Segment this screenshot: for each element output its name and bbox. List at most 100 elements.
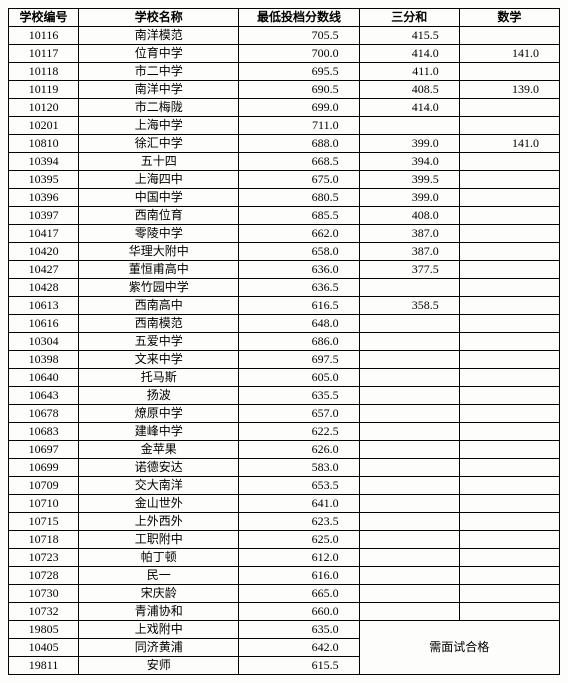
table-row: 10640托马斯605.0 <box>9 369 560 387</box>
cell-min-score: 626.0 <box>239 441 359 459</box>
cell-school-name: 同济黄浦 <box>79 639 239 657</box>
cell-three-sum: 411.0 <box>359 63 459 81</box>
table-row: 10396中国中学680.5399.0 <box>9 189 560 207</box>
cell-school-name: 市二中学 <box>79 63 239 81</box>
cell-math <box>459 441 559 459</box>
cell-school-id: 10683 <box>9 423 79 441</box>
table-row: 10398文来中学697.5 <box>9 351 560 369</box>
cell-school-id: 10304 <box>9 333 79 351</box>
cell-school-name: 扬波 <box>79 387 239 405</box>
cell-school-name: 中国中学 <box>79 189 239 207</box>
table-row: 10397西南位育685.5408.0 <box>9 207 560 225</box>
cell-min-score: 623.5 <box>239 513 359 531</box>
cell-three-sum <box>359 477 459 495</box>
cell-min-score: 688.0 <box>239 135 359 153</box>
cell-three-sum: 415.5 <box>359 27 459 45</box>
cell-three-sum <box>359 387 459 405</box>
table-row: 10120市二梅陇699.0414.0 <box>9 99 560 117</box>
table-row: 10119南洋中学690.5408.5139.0 <box>9 81 560 99</box>
cell-school-id: 10118 <box>9 63 79 81</box>
cell-math <box>459 585 559 603</box>
cell-math <box>459 207 559 225</box>
cell-math <box>459 225 559 243</box>
cell-school-name: 南洋模范 <box>79 27 239 45</box>
cell-math <box>459 423 559 441</box>
cell-min-score: 690.5 <box>239 81 359 99</box>
cell-school-name: 金苹果 <box>79 441 239 459</box>
cell-school-id: 10718 <box>9 531 79 549</box>
cell-school-id: 10613 <box>9 297 79 315</box>
cell-school-name: 民一 <box>79 567 239 585</box>
cell-math <box>459 117 559 135</box>
table-row: 10117位育中学700.0414.0141.0 <box>9 45 560 63</box>
cell-school-id: 10420 <box>9 243 79 261</box>
cell-school-name: 董恒甫高中 <box>79 261 239 279</box>
cell-school-name: 工职附中 <box>79 531 239 549</box>
table-row: 10428紫竹园中学636.5 <box>9 279 560 297</box>
table-row: 10710金山世外641.0 <box>9 495 560 513</box>
cell-three-sum <box>359 513 459 531</box>
cell-school-id: 10699 <box>9 459 79 477</box>
cell-school-id: 10710 <box>9 495 79 513</box>
cell-school-id: 10709 <box>9 477 79 495</box>
cell-school-name: 西南模范 <box>79 315 239 333</box>
cell-min-score: 697.5 <box>239 351 359 369</box>
cell-three-sum: 377.5 <box>359 261 459 279</box>
table-row: 10118市二中学695.5411.0 <box>9 63 560 81</box>
cell-min-score: 680.5 <box>239 189 359 207</box>
cell-school-name: 宋庆龄 <box>79 585 239 603</box>
cell-math <box>459 171 559 189</box>
cell-school-id: 10397 <box>9 207 79 225</box>
cell-math <box>459 297 559 315</box>
cell-school-name: 五十四 <box>79 153 239 171</box>
cell-math: 141.0 <box>459 135 559 153</box>
cell-school-id: 10119 <box>9 81 79 99</box>
cell-math <box>459 279 559 297</box>
cell-school-name: 市二梅陇 <box>79 99 239 117</box>
cell-min-score: 642.0 <box>239 639 359 657</box>
header-math: 数学 <box>459 9 559 27</box>
cell-school-name: 上海中学 <box>79 117 239 135</box>
table-row: 10613西南高中616.5358.5 <box>9 297 560 315</box>
cell-school-id: 10732 <box>9 603 79 621</box>
cell-min-score: 625.0 <box>239 531 359 549</box>
cell-school-id: 10730 <box>9 585 79 603</box>
table-row: 10723帕丁顿612.0 <box>9 549 560 567</box>
cell-school-name: 五爱中学 <box>79 333 239 351</box>
cell-school-name: 华理大附中 <box>79 243 239 261</box>
cell-min-score: 653.5 <box>239 477 359 495</box>
cell-min-score: 700.0 <box>239 45 359 63</box>
cell-math <box>459 369 559 387</box>
cell-min-score: 705.5 <box>239 27 359 45</box>
cell-school-id: 10616 <box>9 315 79 333</box>
cell-school-id: 10398 <box>9 351 79 369</box>
cell-school-name: 青浦协和 <box>79 603 239 621</box>
cell-school-id: 10678 <box>9 405 79 423</box>
table-row: 10715上外西外623.5 <box>9 513 560 531</box>
cell-math <box>459 99 559 117</box>
cell-math <box>459 27 559 45</box>
cell-school-name: 建峰中学 <box>79 423 239 441</box>
cell-min-score: 635.5 <box>239 387 359 405</box>
cell-school-id: 10396 <box>9 189 79 207</box>
cell-school-id: 10427 <box>9 261 79 279</box>
cell-min-score: 660.0 <box>239 603 359 621</box>
table-row: 10427董恒甫高中636.0377.5 <box>9 261 560 279</box>
cell-math <box>459 261 559 279</box>
table-row: 10116南洋模范705.5415.5 <box>9 27 560 45</box>
cell-school-id: 10117 <box>9 45 79 63</box>
cell-min-score: 657.0 <box>239 405 359 423</box>
cell-min-score: 711.0 <box>239 117 359 135</box>
admission-score-table: 学校编号 学校名称 最低投档分数线 三分和 数学 10116南洋模范705.54… <box>8 8 560 675</box>
cell-three-sum <box>359 351 459 369</box>
cell-min-score: 615.5 <box>239 657 359 675</box>
cell-school-id: 19811 <box>9 657 79 675</box>
cell-interview-note: 需面试合格 <box>359 621 559 675</box>
table-header-row: 学校编号 学校名称 最低投档分数线 三分和 数学 <box>9 9 560 27</box>
header-min-score: 最低投档分数线 <box>239 9 359 27</box>
cell-math <box>459 333 559 351</box>
cell-school-name: 徐汇中学 <box>79 135 239 153</box>
cell-school-name: 位育中学 <box>79 45 239 63</box>
cell-min-score: 648.0 <box>239 315 359 333</box>
cell-math: 139.0 <box>459 81 559 99</box>
